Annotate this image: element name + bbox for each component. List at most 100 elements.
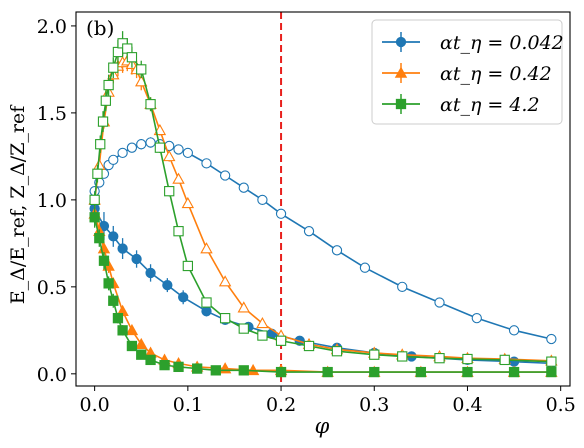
x-tick-label: 0.0 [80, 394, 110, 416]
data-point [275, 366, 287, 378]
y-tick-label: 2.0 [37, 16, 67, 38]
data-point [173, 226, 184, 237]
data-point [434, 353, 445, 364]
legend-entry: αt_η = 4.2 [382, 94, 540, 116]
data-point [92, 168, 103, 179]
data-point [257, 330, 268, 341]
data-point [117, 147, 128, 159]
y-axis-label: E_Δ/E_ref, Z_Δ/Z_ref [7, 104, 29, 304]
data-point [108, 62, 119, 73]
data-point [112, 313, 124, 324]
plot-frame [75, 11, 571, 387]
data-point [471, 313, 482, 324]
legend-entry: αt_η = 0.042 [382, 32, 564, 54]
legend-marker [395, 36, 407, 48]
data-point [397, 351, 408, 362]
data-point [210, 365, 221, 376]
data-point [508, 356, 520, 367]
data-point [219, 313, 231, 324]
data-point [218, 275, 232, 287]
series-layer [88, 12, 558, 386]
data-point [303, 226, 315, 237]
data-point [145, 354, 156, 366]
data-point [178, 292, 189, 303]
series-E-2 [89, 206, 557, 378]
data-point [154, 142, 166, 153]
series-line [93, 141, 552, 340]
data-point [125, 323, 139, 336]
series-E-0 [89, 191, 557, 369]
series-Z-2 [89, 31, 557, 367]
data-point [331, 346, 343, 357]
data-point [201, 158, 212, 169]
data-point [182, 147, 193, 159]
data-point [508, 325, 520, 336]
data-point [136, 139, 147, 150]
data-point [546, 356, 557, 367]
data-point [246, 363, 260, 376]
data-point [192, 363, 203, 374]
data-point [462, 353, 473, 365]
data-point [238, 323, 249, 334]
series-line [93, 217, 552, 373]
data-point [108, 154, 119, 166]
series-E-1 [88, 203, 558, 377]
y-tick-label: 0.5 [37, 277, 67, 299]
data-point [172, 172, 185, 184]
data-point [201, 306, 212, 317]
data-point [145, 137, 156, 148]
data-point [322, 366, 333, 378]
legend-marker [394, 66, 408, 78]
data-point [237, 301, 250, 313]
data-point [126, 52, 138, 63]
data-point [257, 194, 268, 206]
data-point [173, 144, 184, 155]
data-point [112, 46, 124, 58]
legend-label: αt_η = 0.042 [440, 32, 564, 54]
legend-label: αt_η = 4.2 [440, 94, 540, 116]
data-point [359, 262, 371, 273]
data-point [145, 99, 156, 110]
legend: αt_η = 0.042 αt_η = 0.42 αt_η = 4.2 [371, 19, 564, 125]
legend-entry: αt_η = 0.42 [382, 63, 552, 85]
data-point [159, 359, 170, 371]
data-point [173, 361, 184, 373]
x-tick-label: 0.3 [359, 394, 389, 416]
data-point [100, 95, 111, 106]
data-point [546, 366, 557, 378]
data-point [103, 278, 114, 289]
data-point [97, 116, 109, 127]
data-point [117, 325, 128, 336]
data-point [200, 242, 213, 254]
data-point [499, 354, 510, 366]
legend-label: αt_η = 0.42 [440, 63, 552, 85]
y-tick-label: 0.0 [37, 364, 67, 386]
data-point [303, 340, 315, 352]
data-point [331, 245, 343, 256]
x-tick-label: 0.4 [452, 394, 482, 416]
data-point [117, 243, 128, 254]
data-point [369, 349, 380, 360]
data-point [89, 212, 100, 223]
legend-box [371, 19, 563, 125]
data-point [136, 64, 147, 75]
data-point [238, 365, 249, 376]
data-point [508, 366, 520, 378]
data-point [103, 79, 114, 91]
data-point [369, 366, 380, 378]
axes: 0.0 0.1 0.2 0.3 0.4 0.5 0.0 0.5 1.0 1.5 2.0 [37, 11, 576, 416]
data-point [135, 337, 148, 350]
data-point [162, 279, 173, 291]
data-point [219, 170, 231, 181]
data-point [98, 255, 110, 266]
data-point [415, 366, 427, 378]
data-point [94, 232, 105, 244]
data-point [256, 316, 269, 329]
data-point [95, 139, 106, 150]
data-point [145, 267, 156, 279]
data-point [126, 340, 138, 352]
data-point [434, 297, 445, 308]
data-point [122, 43, 133, 54]
data-point [108, 295, 119, 306]
